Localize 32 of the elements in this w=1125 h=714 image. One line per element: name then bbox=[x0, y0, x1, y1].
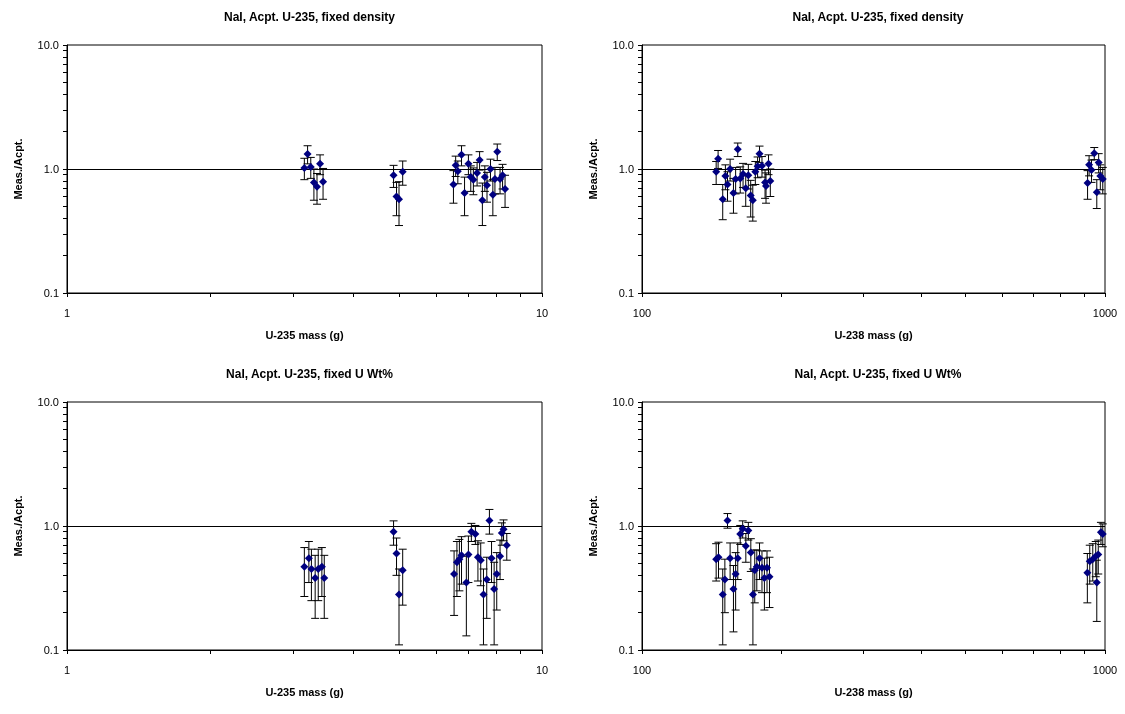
x-tick-label: 1000 bbox=[1092, 306, 1118, 319]
x-axis-title: U-235 mass (g) bbox=[265, 328, 344, 341]
chart-title: NaI, Acpt. U-235, fixed U Wt% bbox=[226, 367, 394, 381]
chart-title: NaI, Acpt. U-235, fixed U Wt% bbox=[794, 367, 962, 381]
x-tick-label: 10 bbox=[535, 663, 549, 676]
y-tick-label: 0.1 bbox=[618, 287, 634, 299]
x-axis-title: U-238 mass (g) bbox=[834, 685, 913, 698]
y-tick-label: 1.0 bbox=[618, 163, 634, 175]
y-tick-label: 1.0 bbox=[618, 520, 634, 532]
x-axis-title: U-235 mass (g) bbox=[265, 685, 344, 698]
x-tick-label: 100 bbox=[632, 663, 652, 676]
y-axis-title: Meas./Acpt. bbox=[586, 495, 599, 557]
x-tick-label: 10 bbox=[535, 306, 549, 319]
x-axis-title: U-238 mass (g) bbox=[834, 328, 913, 341]
y-axis-title: Meas./Acpt. bbox=[11, 138, 24, 200]
x-tick-label: 100 bbox=[632, 306, 652, 319]
y-tick-label: 1.0 bbox=[43, 520, 59, 532]
chart-title: NaI, Acpt. U-235, fixed density bbox=[224, 10, 396, 24]
y-axis-title: Meas./Acpt. bbox=[586, 138, 599, 200]
y-tick-label: 1.0 bbox=[43, 163, 59, 175]
y-tick-label: 10.0 bbox=[612, 39, 634, 51]
x-tick-label: 1000 bbox=[1092, 663, 1118, 676]
chart-title: NaI, Acpt. U-235, fixed density bbox=[792, 10, 964, 24]
y-tick-label: 0.1 bbox=[43, 287, 59, 299]
x-tick-label: 1 bbox=[63, 306, 71, 319]
y-tick-label: 10.0 bbox=[37, 39, 59, 51]
x-tick-label: 1 bbox=[63, 663, 71, 676]
y-tick-label: 0.1 bbox=[43, 644, 59, 656]
y-axis-title: Meas./Acpt. bbox=[11, 495, 24, 557]
y-tick-label: 10.0 bbox=[37, 396, 59, 408]
y-tick-label: 0.1 bbox=[618, 644, 634, 656]
y-tick-label: 10.0 bbox=[612, 396, 634, 408]
